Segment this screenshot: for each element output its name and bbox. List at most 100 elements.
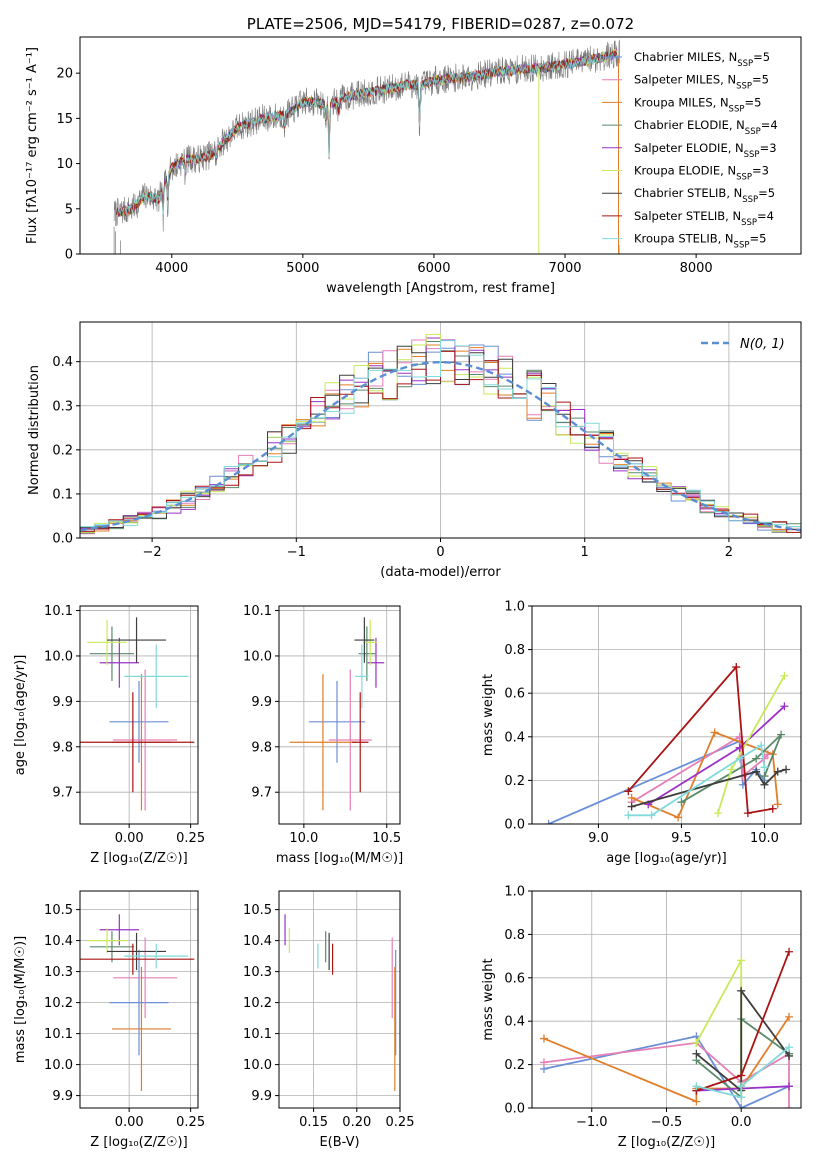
axes-mass_vs_EBV: 0.15 0.20 0.25 9.9 10.0 10.1 10.2 10.3 10.4 10.5 E… <box>243 890 415 1150</box>
axes-frame <box>79 605 199 825</box>
weight-marker <box>777 730 786 739</box>
normal-curve <box>80 360 801 532</box>
y-tick-label: 0.8 <box>504 928 525 943</box>
weight-marker <box>710 728 719 737</box>
y-tick-label: 10.0 <box>243 649 272 664</box>
y-tick-label: 10 <box>56 157 73 172</box>
legend-entry-value: =3 <box>752 164 769 178</box>
legend-entry-value: =4 <box>761 118 778 132</box>
y-tick-label: 10.3 <box>243 965 272 980</box>
y-tick-label: 9.9 <box>52 1089 73 1104</box>
weight-marker <box>785 1082 794 1091</box>
weight-marker <box>692 1038 701 1047</box>
legend-entry: Kroupa MILES, NSSP=5 <box>634 95 761 114</box>
y-tick-label: 10.4 <box>243 934 272 949</box>
x-tick-label: −0.5 <box>651 1115 683 1130</box>
x-tick-label: 9.5 <box>671 831 692 846</box>
weight-marker <box>785 1104 794 1108</box>
weight-line-salpeter-stelib <box>627 664 773 815</box>
legend-entry: Salpeter STELIB, NSSP=4 <box>634 209 774 228</box>
y-tick-label: 0.0 <box>504 818 525 833</box>
weight-marker <box>760 763 769 772</box>
y-tick-label: 9.9 <box>52 695 73 710</box>
y-tick-label: 10.2 <box>243 996 272 1011</box>
legend-entry: Chabrier ELODIE, NSSP=4 <box>634 118 778 137</box>
weight-marker <box>737 1071 746 1080</box>
legend-entry: Chabrier STELIB, NSSP=5 <box>634 186 775 205</box>
weight-marker <box>692 1082 701 1091</box>
legend-entry: N(0, 1) <box>740 337 785 352</box>
axes-frame <box>79 36 802 255</box>
weight-marker <box>624 787 633 796</box>
weight-line-chabrier-stelib <box>695 988 790 1093</box>
y-tick-label: 9.9 <box>251 1089 272 1104</box>
y-tick-label: 10.2 <box>44 996 73 1011</box>
weight-marker <box>773 767 782 776</box>
legend-entry-value: =4 <box>757 209 774 223</box>
weight-marker <box>727 765 736 774</box>
weight-marker <box>627 802 636 811</box>
legend-entry-subscript: SSP <box>736 82 752 92</box>
weight-line-kroupa-stelib <box>696 1046 790 1099</box>
y-axis-label: mass weight <box>481 958 496 1040</box>
chart-title: PLATE=2506, MJD=54179, FIBERID=0287, z=0… <box>247 15 634 33</box>
y-tick-label: 10.0 <box>243 1058 272 1073</box>
x-axis-label: wavelength [Angstrom, rest frame] <box>326 281 555 296</box>
plot-area <box>80 333 801 535</box>
legend-entry: Kroupa ELODIE, NSSP=3 <box>634 164 769 183</box>
y-tick-label: 9.8 <box>52 740 73 755</box>
spectrum-data-line <box>113 39 621 232</box>
y-tick-label: 0.2 <box>504 1058 525 1073</box>
y-tick-label: 0.0 <box>504 1102 525 1117</box>
weight-marker <box>773 800 782 809</box>
y-tick-label: 10.1 <box>44 604 73 619</box>
y-tick-label: 10.5 <box>243 903 272 918</box>
legend-entry-subscript: SSP <box>737 59 753 69</box>
legend-entry-name: Salpeter MILES, N <box>634 73 736 87</box>
y-tick-label: 0.4 <box>504 730 525 745</box>
x-tick-label: 0.25 <box>386 1115 415 1130</box>
legend-entry: Salpeter ELODIE, NSSP=3 <box>634 141 777 160</box>
plot-area <box>539 947 794 1108</box>
y-tick-label: 9.7 <box>251 786 272 801</box>
plot-area <box>284 914 397 1091</box>
y-axis-label: age [log₁₀(age/yr)] <box>13 655 28 776</box>
weight-marker <box>780 671 789 680</box>
legend-entry-name: Kroupa ELODIE, N <box>634 164 736 178</box>
legend-entry-value: =5 <box>744 95 761 109</box>
plot-area <box>80 617 195 811</box>
x-axis-label: Z [log₁₀(Z/Z☉)] <box>90 1135 187 1150</box>
legend-entry-value: =5 <box>753 50 770 64</box>
weight-marker <box>713 809 722 818</box>
x-tick-label: 9.0 <box>588 831 609 846</box>
legend-entry-name: Kroupa STELIB, N <box>634 232 734 246</box>
weight-marker <box>737 1104 746 1108</box>
x-tick-label: 6000 <box>417 261 450 276</box>
weight-marker <box>624 811 633 820</box>
axes-weight_vs_age: 9.0 9.5 10.0 0.0 0.2 0.4 0.6 0.8 1.0 age [log₁₀(a… <box>481 600 802 866</box>
x-tick-label: −1.0 <box>576 1115 608 1130</box>
weight-marker <box>737 956 746 965</box>
legend-entry-value: =3 <box>760 141 777 155</box>
y-tick-label: 0.3 <box>52 399 73 414</box>
weight-marker <box>692 1097 701 1106</box>
axes-frame <box>278 605 401 825</box>
x-tick-label: 8000 <box>680 261 713 276</box>
x-axis-label: (data-model)/error <box>380 565 501 580</box>
y-tick-label: 5 <box>65 202 73 217</box>
x-tick-label: 0.0 <box>731 1115 752 1130</box>
legend-entry-name: Chabrier MILES, N <box>634 50 737 64</box>
weight-marker <box>677 798 686 807</box>
y-tick-label: 9.8 <box>251 740 272 755</box>
x-tick-label: 10.0 <box>289 831 318 846</box>
legend-entry-subscript: SSP <box>744 150 760 160</box>
y-tick-label: 10.1 <box>243 1027 272 1042</box>
x-tick-label: 4000 <box>155 261 188 276</box>
x-tick-label: 0.20 <box>342 1115 371 1130</box>
y-tick-label: 0.2 <box>504 774 525 789</box>
y-tick-label: 1.0 <box>504 600 525 615</box>
legend-entry-subscript: SSP <box>736 173 752 183</box>
x-tick-label: −1 <box>287 545 306 560</box>
weight-marker <box>752 767 761 776</box>
y-axis-label: mass [log₁₀(M/M☉)] <box>13 936 28 1063</box>
